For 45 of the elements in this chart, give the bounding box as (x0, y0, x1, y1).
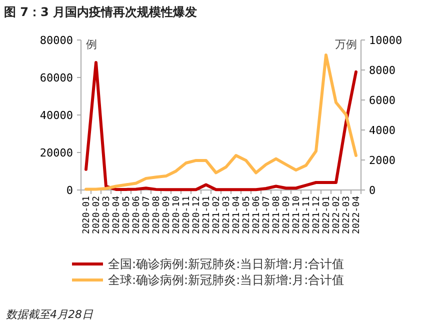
y2-axis-title: 万例 (335, 38, 357, 51)
x-tick-label: 2020-10 (172, 196, 182, 234)
x-tick-label: 2021-02 (212, 196, 222, 234)
x-tick-label: 2021-12 (312, 196, 322, 234)
x-tick-label: 2021-07 (262, 196, 272, 234)
x-tick-label: 2021-09 (282, 196, 292, 234)
y2-tick-label: 6000 (369, 94, 396, 107)
legend-label: 全国:确诊病例:新冠肺炎:当日新增:月:合计值 (108, 257, 344, 271)
y-tick-label: 0 (66, 184, 73, 197)
x-tick-label: 2020-03 (102, 196, 112, 234)
x-tick-label: 2021-04 (232, 196, 242, 234)
x-tick-label: 2022-03 (342, 196, 352, 234)
x-tick-label: 2020-06 (132, 196, 142, 234)
x-tick-label: 2021-11 (302, 196, 312, 234)
y2-tick-label: 10000 (369, 34, 402, 47)
x-tick-label: 2021-05 (242, 196, 252, 234)
x-tick-label: 2020-12 (192, 196, 202, 234)
x-tick-label: 2021-03 (222, 196, 232, 234)
x-tick-label: 2021-06 (252, 196, 262, 234)
y-tick-label: 20000 (40, 146, 73, 160)
y-tick-label: 60000 (40, 72, 73, 84)
y-tick-label: 80000 (40, 34, 73, 47)
x-tick-label: 2022-01 (322, 196, 332, 234)
x-tick-label: 2021-08 (272, 196, 282, 234)
x-tick-label: 2022-04 (352, 196, 362, 234)
y2-tick-label: 2000 (369, 154, 396, 167)
x-tick-label: 2020-08 (152, 196, 162, 234)
y2-tick-label: 8000 (369, 64, 396, 77)
x-tick-label: 2021-10 (292, 196, 302, 234)
y2-tick-label: 0 (369, 184, 376, 197)
x-tick-label: 2020-05 (122, 196, 132, 234)
x-tick-label: 2020-09 (162, 196, 172, 234)
text: 数据截至4月28日 (6, 308, 94, 321)
x-tick-label: 2022-02 (332, 196, 342, 234)
x-tick-label: 2020-04 (112, 196, 122, 234)
y-axis-title: 例 (86, 38, 97, 51)
chart-title: 图 7：3 月国内疫情再次规模性爆发 (4, 5, 198, 19)
x-tick-label: 2021-01 (202, 196, 212, 234)
x-tick-label: 2020-02 (92, 196, 102, 234)
legend-label: 全球:确诊病例:新冠肺炎:当日新增:月:合计值 (108, 273, 344, 287)
x-tick-label: 2020-01 (82, 196, 92, 234)
x-tick-label: 2020-11 (182, 196, 192, 234)
x-tick-label: 2020-07 (142, 196, 152, 234)
y-tick-label: 40000 (40, 109, 73, 122)
y2-tick-label: 4000 (369, 124, 396, 137)
